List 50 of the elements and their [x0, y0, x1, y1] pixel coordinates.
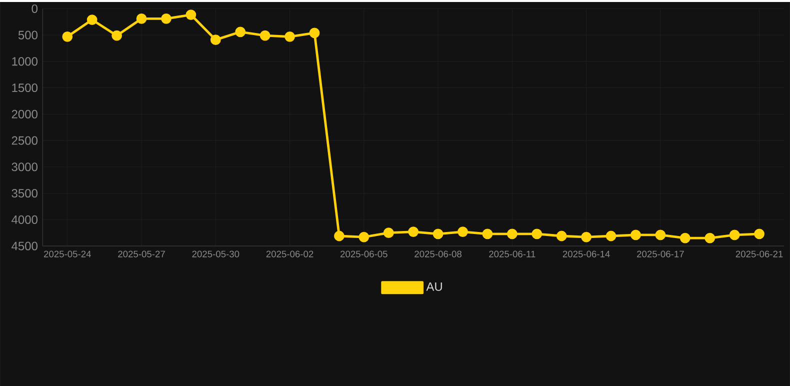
y-tick-label: 3000 [12, 162, 38, 172]
point [532, 228, 542, 240]
point [432, 228, 444, 240]
x-tick-label: 2025-05-24 [44, 250, 91, 258]
x-tick-label: 2025-05-27 [118, 250, 165, 258]
point [630, 230, 641, 240]
point [309, 28, 320, 38]
point [458, 226, 468, 237]
y-tick-label: 1500 [12, 84, 38, 92]
point [680, 232, 690, 244]
point [482, 228, 493, 240]
point [408, 226, 419, 237]
x-tick-label: 2025-06-17 [637, 250, 684, 258]
point [235, 26, 246, 38]
point [161, 14, 172, 24]
x-tick-label: 2025-06-14 [562, 250, 610, 258]
y-tick-label: 4500 [12, 242, 38, 250]
point [136, 14, 147, 24]
point [62, 31, 73, 42]
legend-label: AU [426, 282, 442, 291]
x-tick-label: 2025-06-02 [266, 250, 314, 258]
point [729, 230, 740, 240]
x-tick-label: 2025-06-21 [736, 250, 783, 258]
x-tick-label: 2025-06-08 [414, 250, 462, 258]
point [754, 228, 764, 240]
point [606, 230, 616, 242]
y-tick-label: 2500 [12, 136, 38, 145]
point [86, 14, 98, 25]
point [655, 230, 666, 240]
y-tick-label: 1000 [12, 57, 38, 66]
y-tick-label: 4000 [12, 215, 38, 224]
point [556, 230, 567, 242]
point [334, 230, 344, 242]
point [704, 232, 716, 244]
point [260, 30, 270, 41]
x-tick-label: 2025-05-30 [192, 250, 240, 258]
point [581, 232, 592, 242]
x-tick-label: 2025-06-11 [489, 250, 536, 258]
point [358, 232, 370, 242]
y-tick-label: 500 [18, 30, 38, 40]
point [112, 30, 122, 41]
point [506, 228, 518, 240]
point [186, 10, 196, 20]
point [210, 34, 221, 46]
point [383, 228, 394, 238]
y-tick-label: 3500 [12, 189, 38, 198]
y-tick-label: 0 [32, 4, 38, 13]
x-tick-label: 2025-06-05 [340, 250, 388, 258]
y-tick-label: 2000 [12, 110, 38, 118]
point [284, 31, 295, 42]
